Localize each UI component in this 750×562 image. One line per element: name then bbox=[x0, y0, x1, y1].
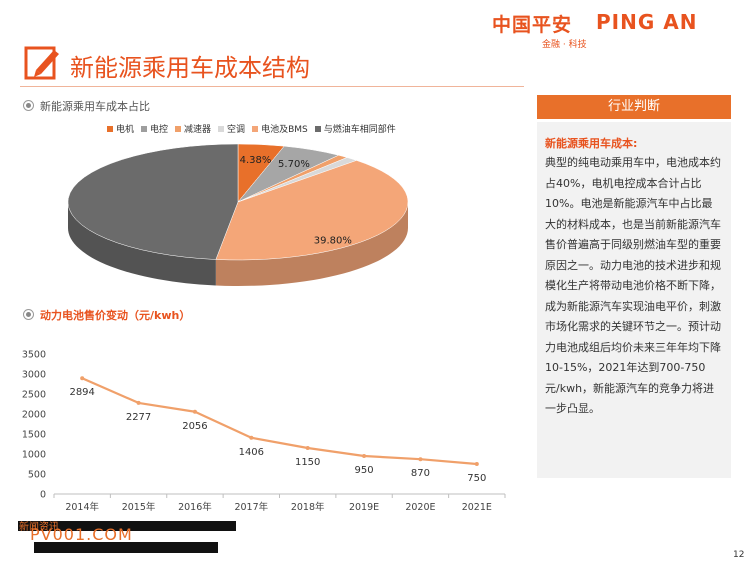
section-bullet-icon bbox=[23, 100, 34, 111]
pie-chart-svg: 4.38% 5.70% 39.80% bbox=[67, 143, 409, 286]
line-point bbox=[474, 462, 479, 466]
y-tick-label: 1000 bbox=[22, 450, 46, 461]
pie-slice bbox=[67, 143, 239, 260]
watermark: PV001.COM bbox=[30, 525, 133, 544]
line-point bbox=[305, 446, 310, 450]
line-data-label: 950 bbox=[355, 465, 374, 476]
legend-label: 电池及BMS bbox=[261, 125, 308, 135]
pie-slice bbox=[215, 160, 409, 261]
pie-slice-side bbox=[215, 202, 408, 286]
legend-label: 减速器 bbox=[184, 125, 212, 135]
line-data-label: 1150 bbox=[295, 457, 320, 468]
pencil-note-icon bbox=[24, 46, 59, 80]
redacted-source-bar bbox=[18, 521, 236, 531]
watermark-label: 新闻资讯 bbox=[19, 522, 59, 533]
legend-label: 电机 bbox=[116, 125, 135, 135]
y-tick-label: 0 bbox=[40, 490, 46, 501]
legend-swatch bbox=[107, 125, 113, 132]
x-tick-label: 2014年 bbox=[65, 501, 99, 513]
line-point bbox=[418, 457, 423, 462]
legend-item: 电池及BMS bbox=[252, 122, 308, 135]
pie-slice-side bbox=[68, 202, 216, 286]
line-data-label: 2277 bbox=[126, 412, 151, 423]
title-divider bbox=[20, 86, 524, 87]
y-tick-label: 2500 bbox=[22, 390, 46, 401]
line-chart: 0 500 1000 1500 2000 2500 3000 3500 2894 2277 2056… bbox=[0, 340, 510, 519]
line-data-label: 2894 bbox=[69, 387, 94, 398]
legend-swatch bbox=[175, 125, 182, 132]
x-tick-label: 2021E bbox=[462, 502, 492, 513]
legend-swatch bbox=[218, 125, 225, 132]
legend-swatch bbox=[252, 125, 259, 132]
line-point bbox=[249, 435, 254, 440]
legend-item: 减速器 bbox=[175, 122, 211, 135]
pie-data-label: 39.80% bbox=[314, 236, 352, 247]
side-panel: 新能源乘用车成本: 典型的纯电动乘用车中，电池成本约占40%，电机电控成本合计占… bbox=[537, 122, 731, 478]
legend-label: 电控 bbox=[150, 125, 169, 135]
brand-logo-en: PING AN bbox=[596, 10, 698, 34]
legend-label: 空调 bbox=[227, 125, 246, 135]
redacted-source-bar bbox=[34, 542, 218, 553]
page-number: 12 bbox=[733, 550, 745, 560]
line-point bbox=[80, 376, 85, 381]
brand-logo-cn: 中国平安 bbox=[492, 14, 573, 36]
pie-data-label: 5.70% bbox=[278, 159, 310, 170]
line-data-label: 2056 bbox=[182, 421, 207, 432]
x-tick-label: 2015年 bbox=[122, 501, 156, 513]
section2-label: 动力电池售价变动（元/kwh） bbox=[40, 309, 191, 322]
pie-chart: 4.38% 5.70% 39.80% bbox=[60, 140, 440, 304]
legend-label: 与燃油车相同部件 bbox=[323, 125, 396, 135]
side-panel-text: 典型的纯电动乘用车中，电池成本约占40%，电机电控成本合计占比10%。电池是新能… bbox=[545, 156, 721, 415]
line-data-label: 1406 bbox=[239, 447, 264, 458]
x-tick-label: 2016年 bbox=[178, 501, 212, 513]
line-point bbox=[136, 400, 141, 405]
side-panel-header: 行业判断 bbox=[537, 95, 731, 119]
line-chart-svg: 0 500 1000 1500 2000 2500 3000 3500 2894 2277 2056… bbox=[22, 350, 506, 513]
legend-item: 电机 bbox=[107, 122, 134, 135]
line-point bbox=[362, 454, 367, 458]
page-title: 新能源乘用车成本结构 bbox=[70, 54, 310, 82]
line-data-label: 750 bbox=[467, 473, 486, 484]
pie-data-label: 4.38% bbox=[240, 155, 272, 166]
x-tick-label: 2019E bbox=[349, 502, 379, 513]
section1-label: 新能源乘用车成本占比 bbox=[40, 100, 150, 113]
legend-swatch bbox=[314, 125, 321, 132]
legend-item: 与燃油车相同部件 bbox=[314, 122, 396, 135]
y-tick-label: 500 bbox=[28, 470, 46, 481]
line-point bbox=[192, 409, 197, 414]
section-bullet-icon bbox=[23, 309, 34, 320]
line-series bbox=[81, 377, 477, 466]
legend-swatch bbox=[141, 125, 148, 132]
brand-tagline: 金融 · 科技 bbox=[542, 40, 587, 50]
legend-item: 空调 bbox=[218, 122, 245, 135]
y-tick-label: 3000 bbox=[22, 370, 46, 381]
x-tick-label: 2020E bbox=[405, 502, 435, 513]
line-data-label: 870 bbox=[411, 468, 430, 479]
side-panel-subtitle: 新能源乘用车成本: bbox=[545, 137, 638, 150]
pie-legend: 电机 电控 减速器 空调 电池及BMS 与燃油车相同部件 bbox=[107, 122, 403, 135]
legend-item: 电控 bbox=[141, 122, 168, 135]
y-tick-label: 1500 bbox=[22, 430, 46, 441]
y-tick-label: 2000 bbox=[22, 410, 46, 421]
x-tick-label: 2018年 bbox=[291, 501, 325, 513]
y-tick-label: 3500 bbox=[22, 350, 46, 361]
x-tick-label: 2017年 bbox=[234, 501, 268, 513]
